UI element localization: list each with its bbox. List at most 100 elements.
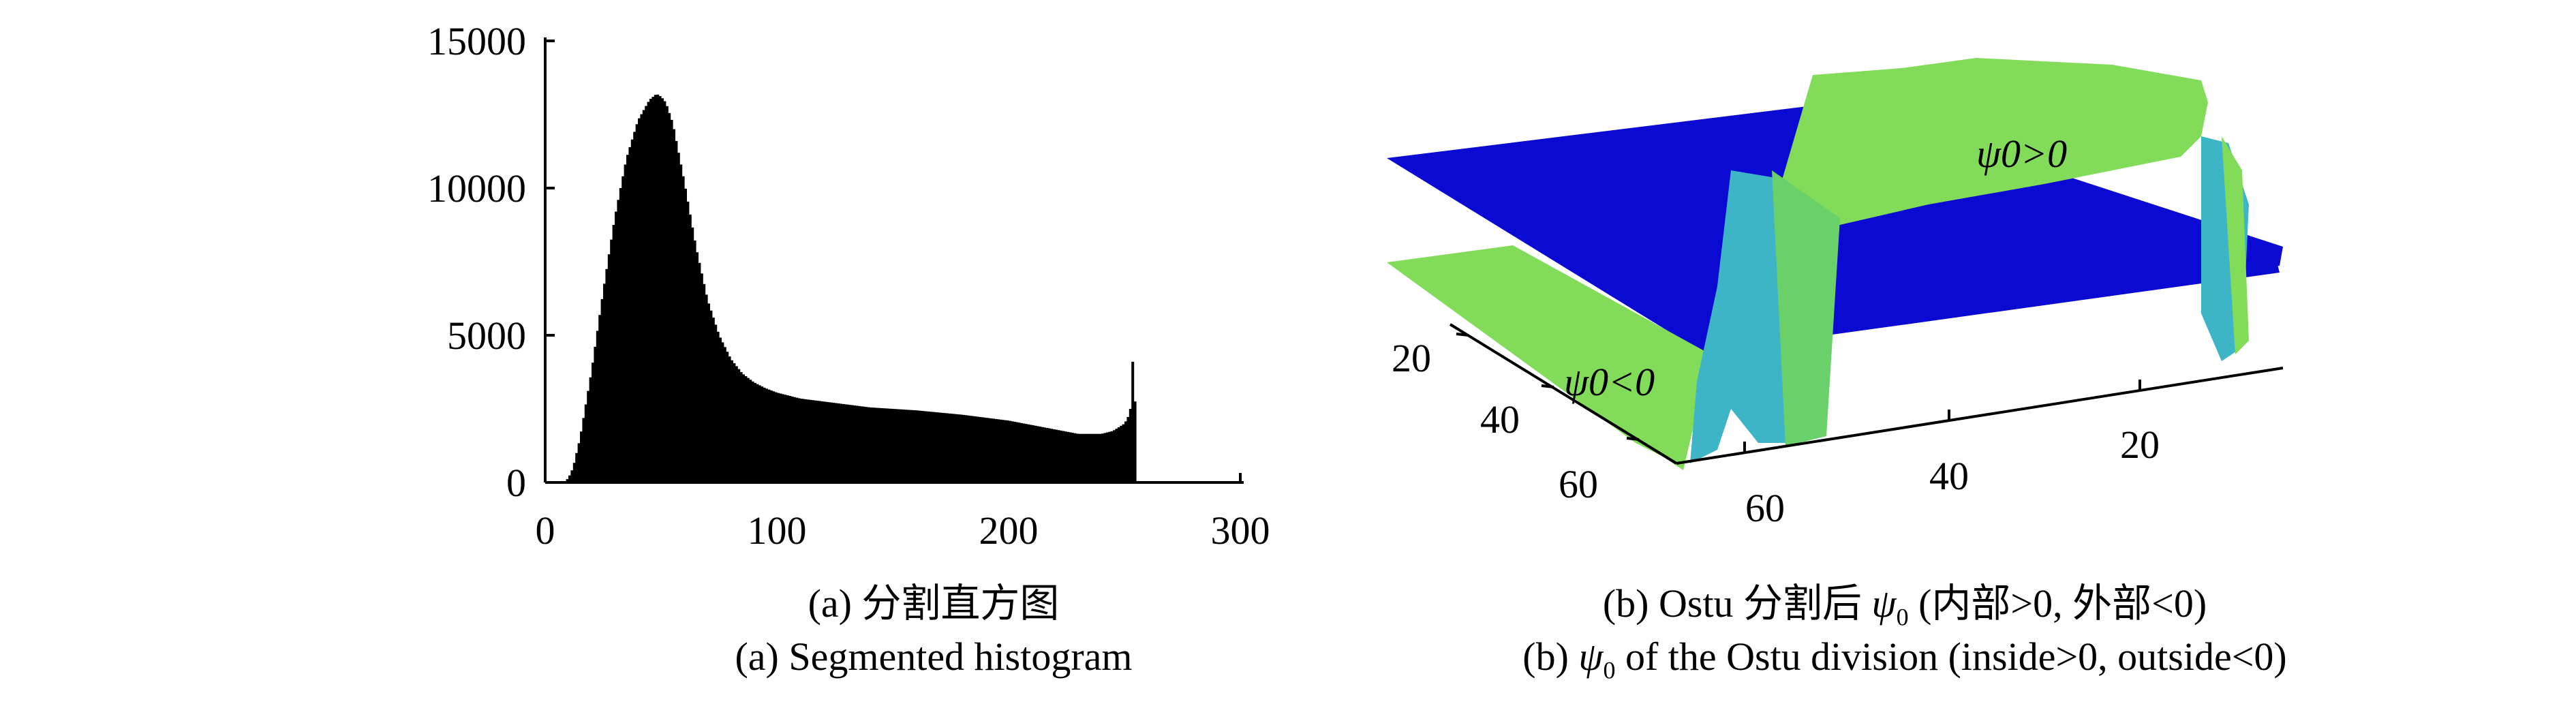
histogram-bar bbox=[934, 412, 938, 482]
histogram-bar bbox=[619, 188, 622, 482]
histogram-bar bbox=[603, 283, 606, 482]
x-tick-label: 200 bbox=[979, 508, 1039, 553]
psi-symbol: ψ bbox=[1578, 634, 1604, 679]
histogram-bar bbox=[1108, 431, 1111, 482]
histogram-bar bbox=[992, 418, 996, 482]
histogram-bar bbox=[870, 407, 872, 482]
histogram-bar bbox=[1099, 433, 1102, 482]
histogram-bar bbox=[638, 118, 641, 483]
histogram-bar bbox=[749, 380, 752, 482]
histogram-bar bbox=[800, 399, 803, 482]
histogram-bar bbox=[974, 416, 977, 482]
histogram-bar bbox=[821, 401, 824, 482]
histogram-bar bbox=[1055, 429, 1058, 482]
histogram-bar bbox=[630, 139, 634, 482]
histogram-bar bbox=[598, 315, 602, 482]
histogram-bar bbox=[908, 410, 912, 482]
histogram-bar bbox=[746, 378, 750, 482]
histogram-bar bbox=[1047, 428, 1051, 482]
histogram-bar bbox=[930, 412, 933, 482]
y-tick-label: 5000 bbox=[447, 313, 526, 358]
caption-b-en: (b) ψ0 of the Ostu division (inside>0, o… bbox=[1522, 637, 2286, 683]
histogram-bar bbox=[1057, 430, 1060, 482]
histogram-bar bbox=[756, 384, 759, 482]
histogram-bar bbox=[772, 391, 776, 482]
histogram-bar bbox=[731, 360, 733, 482]
caption-a-cn: (a) 分割直方图 bbox=[808, 581, 1060, 626]
histogram-bar bbox=[635, 124, 639, 483]
histogram-bar bbox=[647, 102, 650, 482]
depth-tick-mark bbox=[1541, 384, 1554, 388]
x-ticks: 0 100 200 300 bbox=[536, 473, 1270, 553]
histogram-bar bbox=[825, 401, 829, 482]
histogram-bar bbox=[872, 407, 875, 482]
histogram-bar bbox=[691, 227, 694, 482]
caption-b-cn-suffix: (内部>0, 外部<0) bbox=[1908, 581, 2207, 626]
psi-subscript: 0 bbox=[1603, 656, 1616, 684]
histogram-bar bbox=[709, 310, 713, 482]
histogram-bar bbox=[649, 98, 652, 482]
histogram-bar bbox=[966, 415, 970, 482]
histogram-bar bbox=[705, 294, 708, 482]
histogram-bar bbox=[1124, 421, 1127, 482]
histogram-bar bbox=[1122, 424, 1125, 482]
histogram-bar bbox=[1052, 429, 1056, 482]
width-axis-line bbox=[1676, 367, 2284, 465]
histogram-bar bbox=[679, 164, 683, 482]
histogram-bar bbox=[592, 363, 594, 482]
histogram-bar bbox=[721, 342, 724, 482]
histogram-bar bbox=[900, 409, 903, 482]
histogram-bar bbox=[737, 369, 741, 482]
positive-wall-inner bbox=[1772, 170, 1840, 446]
histogram-bar bbox=[575, 452, 579, 482]
histogram-bar bbox=[739, 372, 743, 482]
histogram-bar bbox=[582, 418, 585, 482]
histogram-bar bbox=[948, 413, 951, 482]
histogram-bar bbox=[997, 419, 1000, 482]
histogram-bar bbox=[684, 188, 687, 482]
histogram-bar bbox=[1069, 432, 1072, 482]
width-axis-ticks: 60 40 20 bbox=[1743, 380, 2160, 530]
histogram-bar bbox=[751, 381, 754, 482]
histogram-bar bbox=[858, 405, 861, 482]
histogram-bar bbox=[633, 132, 637, 482]
caption-b-cn: (b) Ostu 分割后 ψ0 (内部>0, 外部<0) bbox=[1603, 584, 2207, 630]
histogram-bar bbox=[568, 475, 571, 482]
histogram-bar bbox=[953, 414, 956, 482]
surface-3d-plot: 20 40 60 60 40 20 ψ0>0 ψ0<0 bbox=[1387, 58, 2284, 530]
width-tick-label: 40 bbox=[1929, 454, 1969, 498]
histogram-bar bbox=[688, 214, 692, 482]
histogram-bar bbox=[865, 407, 868, 482]
histogram-bar bbox=[862, 406, 865, 482]
positive-surface-top bbox=[1772, 58, 2208, 225]
histogram-bar bbox=[911, 410, 915, 482]
histogram-bar bbox=[600, 298, 604, 482]
histogram-bar bbox=[990, 418, 993, 482]
histogram-bar bbox=[763, 387, 766, 482]
histogram-bar bbox=[642, 110, 645, 482]
histogram-bar bbox=[823, 401, 826, 482]
histogram-bar bbox=[700, 273, 703, 482]
histogram-bar bbox=[628, 147, 632, 482]
histogram-bar bbox=[876, 407, 880, 482]
histogram-bar bbox=[577, 443, 581, 482]
histogram-bar bbox=[827, 402, 831, 482]
histogram-bar bbox=[902, 409, 905, 482]
positive-plane-front bbox=[1387, 245, 1711, 470]
histogram-bar bbox=[1022, 423, 1026, 482]
histogram-bar bbox=[1027, 424, 1030, 482]
histogram-bar bbox=[797, 398, 801, 482]
histogram-bar bbox=[640, 114, 643, 482]
histogram-bar bbox=[1115, 429, 1118, 482]
histogram-bar bbox=[960, 414, 963, 482]
depth-axis-ticks: 20 40 60 bbox=[1392, 333, 1640, 506]
histogram-bar bbox=[765, 388, 768, 482]
histogram-bar bbox=[802, 399, 806, 482]
histogram-bar bbox=[1045, 427, 1049, 482]
histogram-bar bbox=[661, 98, 664, 483]
caption-b-cn-prefix: (b) Ostu 分割后 bbox=[1602, 581, 1872, 626]
histogram-bar bbox=[1009, 420, 1011, 482]
histogram-bar bbox=[624, 164, 627, 482]
histogram-bar bbox=[1078, 433, 1081, 482]
histogram-bar bbox=[1039, 427, 1042, 482]
